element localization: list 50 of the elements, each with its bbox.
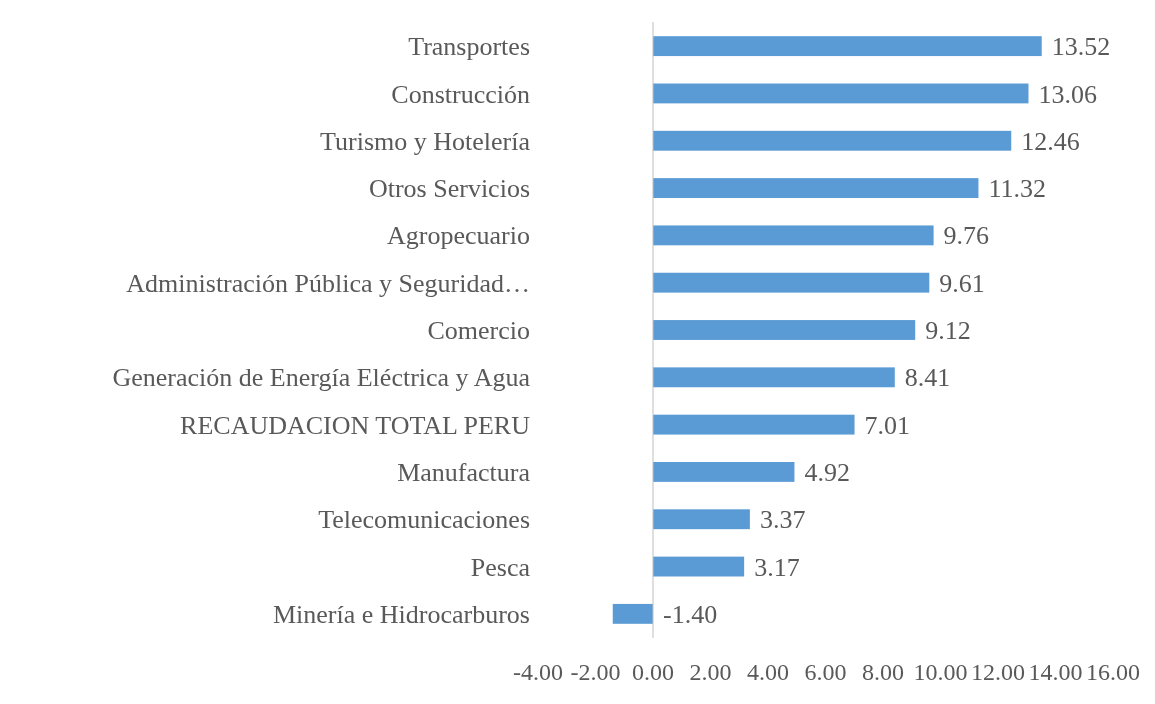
y-tick-label: Comercio	[427, 316, 530, 346]
y-tick-label: Administración Pública y Seguridad…	[126, 268, 530, 298]
y-tick-label: Minería e Hidrocarburos	[272, 599, 530, 629]
x-tick-label: 4.00	[747, 659, 789, 685]
bar	[653, 509, 750, 530]
bar	[653, 225, 934, 246]
data-label: 3.37	[759, 505, 806, 535]
x-tick-label: 0.00	[632, 659, 674, 685]
x-tick-label: 16.00	[1086, 659, 1140, 685]
y-tick-label: Turismo y Hotelería	[320, 126, 531, 156]
data-label: 4.92	[804, 458, 850, 488]
y-tick-label: Generación de Energía Eléctrica y Agua	[112, 363, 531, 393]
data-label: 12.46	[1021, 126, 1080, 156]
bar	[653, 272, 930, 293]
data-label: 13.52	[1051, 32, 1111, 62]
bar	[653, 320, 916, 340]
y-tick-label: Telecomunicaciones	[318, 505, 530, 535]
bar	[653, 414, 855, 435]
y-tick-label: Manufactura	[397, 458, 531, 488]
y-tick-label: RECAUDACION TOTAL PERU	[180, 410, 531, 440]
data-label: 9.61	[939, 268, 985, 298]
bar	[653, 367, 895, 388]
bar	[612, 603, 653, 624]
bar	[653, 83, 1029, 104]
x-tick-label: 12.00	[971, 659, 1025, 685]
data-label: 9.12	[925, 316, 971, 346]
data-label: 13.06	[1038, 79, 1097, 109]
data-label: 7.01	[864, 410, 911, 440]
x-tick-label: 8.00	[862, 659, 904, 685]
bar	[653, 36, 1042, 57]
data-label: 11.32	[988, 174, 1046, 204]
x-tick-label: 10.00	[913, 659, 968, 685]
bar	[653, 130, 1012, 151]
bar	[653, 178, 979, 198]
x-tick-label: 2.00	[689, 659, 732, 685]
data-label: 3.17	[754, 552, 800, 582]
x-tick-label: -2.00	[570, 659, 621, 685]
data-label: -1.40	[663, 599, 718, 629]
y-tick-label: Transportes	[408, 32, 530, 62]
y-tick-label: Otros Servicios	[368, 174, 530, 204]
y-tick-label: Construcción	[391, 79, 530, 109]
data-label: 8.41	[904, 363, 951, 393]
x-tick-label: 14.00	[1028, 659, 1083, 685]
y-tick-label: Pesca	[470, 552, 531, 582]
bar	[653, 462, 795, 482]
bar	[653, 556, 745, 577]
data-label: 9.76	[943, 221, 990, 251]
x-tick-label: -4.00	[513, 659, 563, 685]
y-tick-label: Agropecuario	[387, 221, 530, 251]
x-tick-label: 6.00	[804, 659, 847, 685]
